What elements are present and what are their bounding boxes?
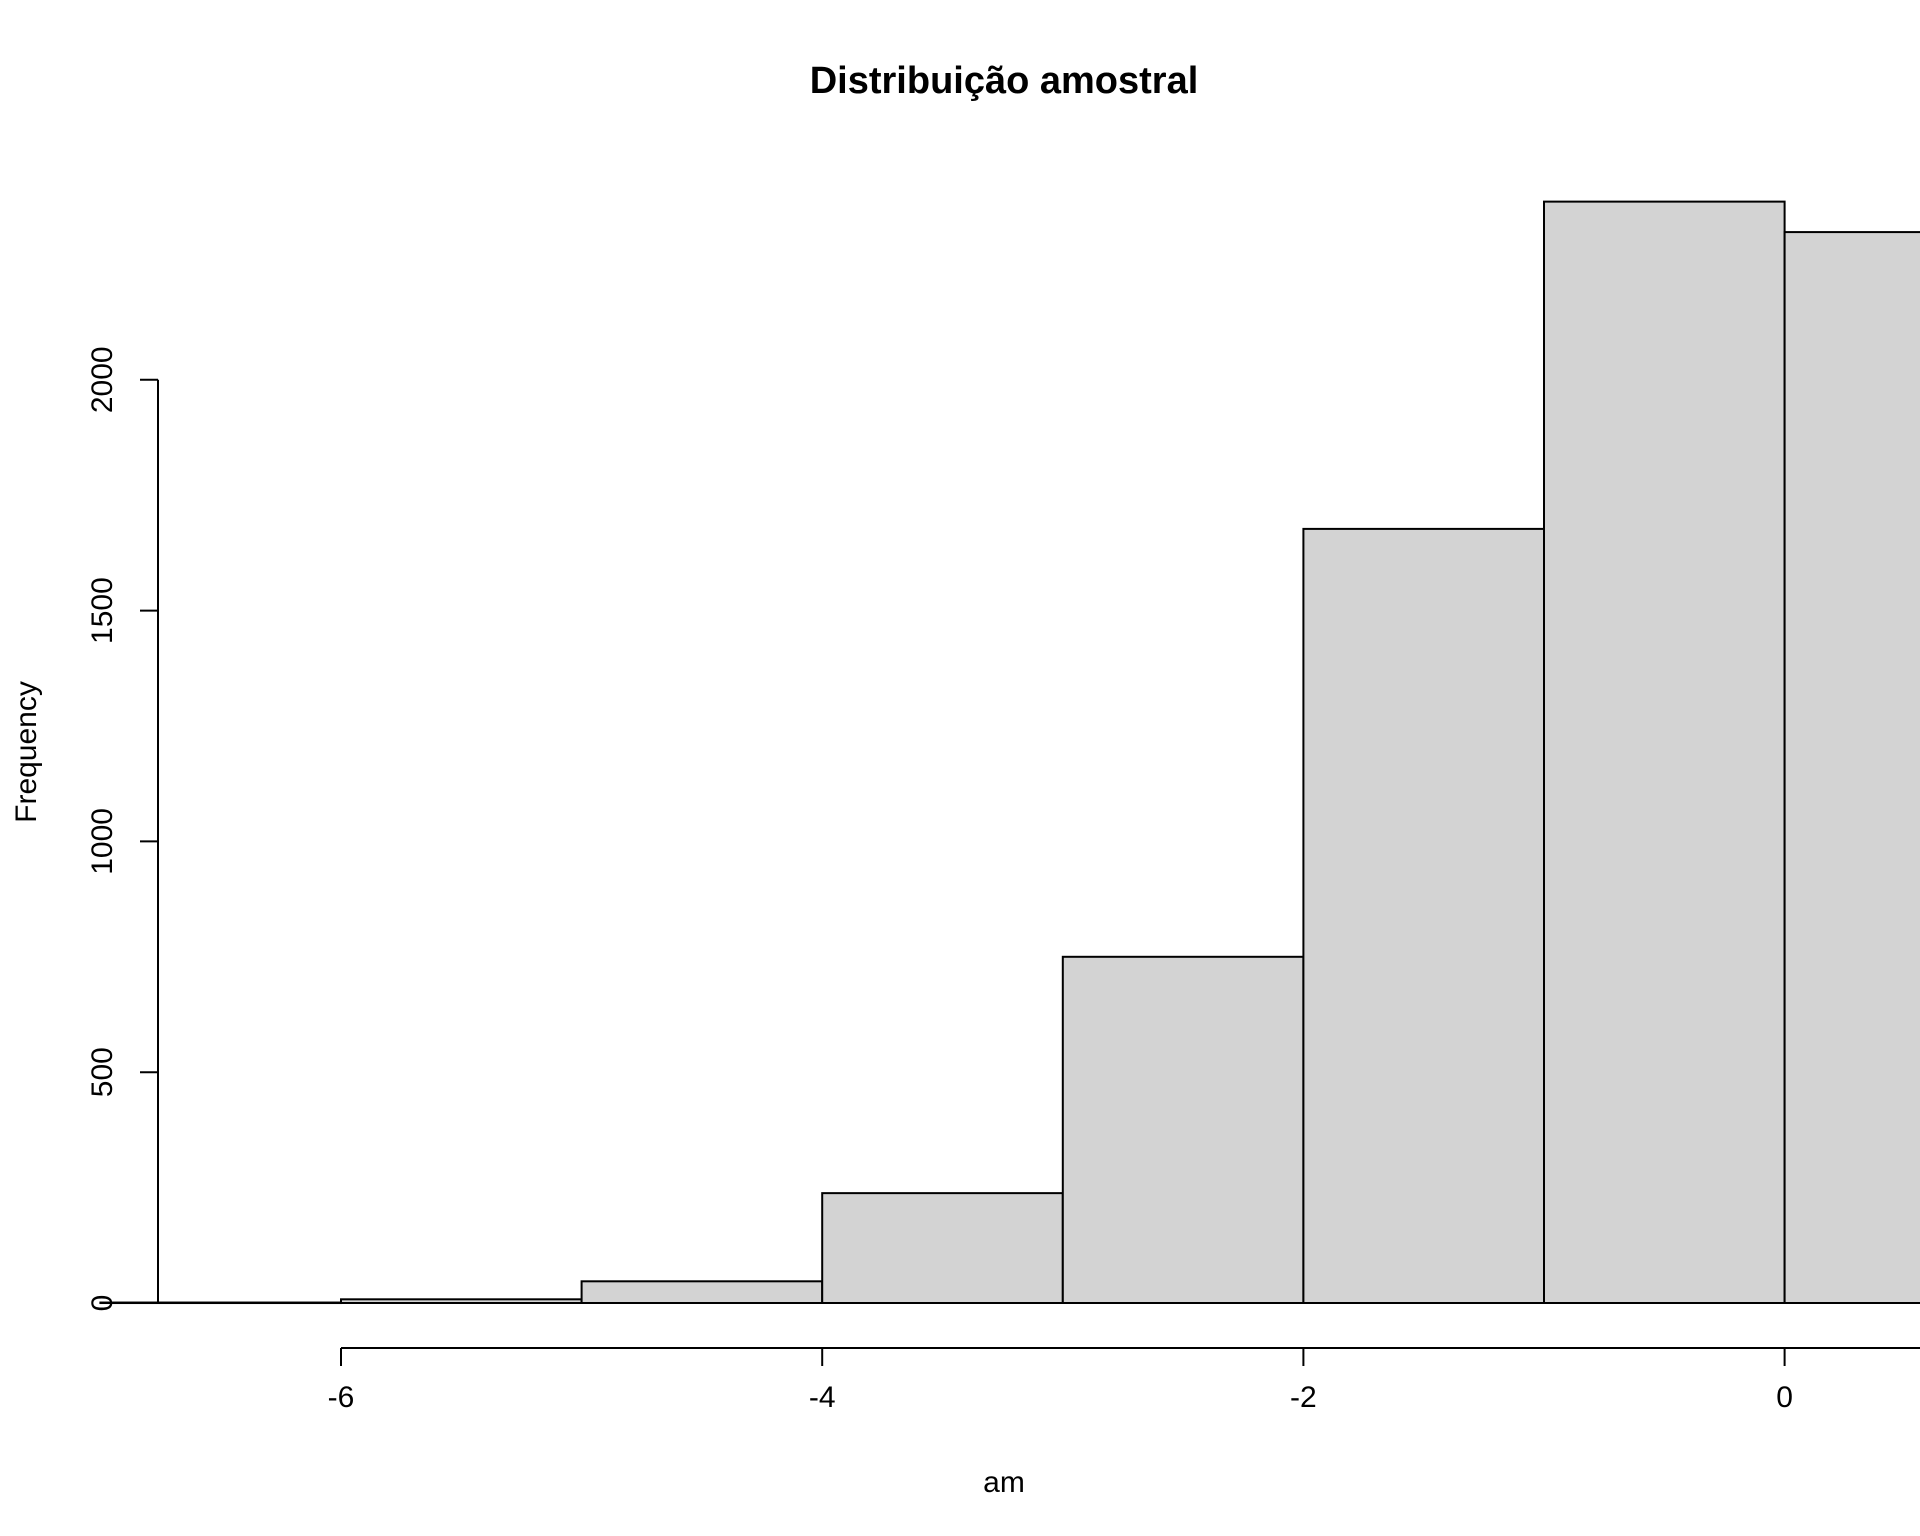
histogram-bars (99, 200, 1920, 1305)
histogram-bar-3 (821, 1192, 1064, 1304)
histogram-bar-0 (99, 1301, 343, 1305)
y-tick-label-3: 1500 (86, 577, 119, 644)
y-axis: 0 500 1000 1500 2000 (86, 346, 159, 1312)
histogram-bar-1 (340, 1298, 583, 1305)
y-tick-label-2: 1000 (86, 808, 119, 875)
histogram-bar-4 (1061, 955, 1305, 1304)
histogram-bar-7 (1783, 231, 1920, 1304)
x-axis: -6-4-20246 (328, 1347, 1920, 1414)
x-axis-label: am (983, 1466, 1025, 1499)
histogram-bar-2 (580, 1280, 824, 1305)
y-tick-label-0: 0 (86, 1295, 119, 1312)
histogram-bar-5 (1302, 527, 1546, 1304)
histogram-bar-6 (1543, 200, 1786, 1304)
chart-title: Distribuição amostral (810, 60, 1199, 102)
y-axis-label: Frequency (10, 681, 43, 823)
y-tick-label-4: 2000 (86, 346, 119, 413)
y-tick-label-1: 500 (86, 1047, 119, 1097)
x-tick-label-1: -4 (809, 1381, 836, 1414)
x-tick-label-3: 0 (1776, 1381, 1793, 1414)
x-tick-label-0: -6 (328, 1381, 355, 1414)
x-tick-label-2: -2 (1290, 1381, 1317, 1414)
